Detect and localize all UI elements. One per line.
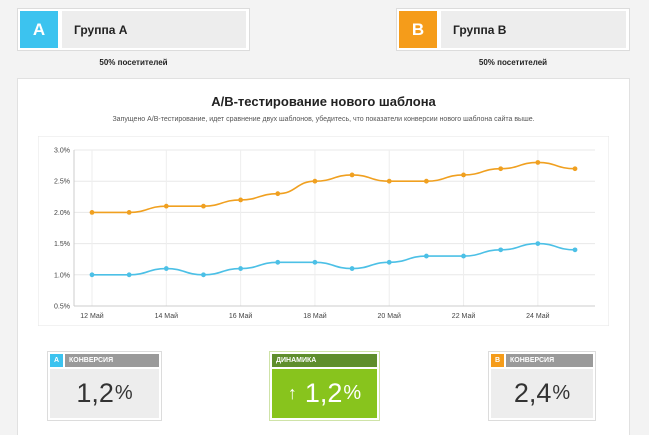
x-tick-label: 12 Май bbox=[80, 312, 104, 320]
y-tick-label: 0.5% bbox=[54, 304, 70, 311]
dynamics-value: 1,2 bbox=[304, 378, 343, 408]
tile-b-letter: B bbox=[491, 354, 504, 367]
x-tick-label: 24 Май bbox=[526, 312, 550, 320]
series-point-1 bbox=[498, 247, 504, 253]
series-point-0 bbox=[572, 166, 578, 172]
group-b-name: Группа B bbox=[441, 11, 626, 48]
group-a-share: 50% посетителей bbox=[99, 58, 168, 67]
tile-a-value-box: 1,2% bbox=[50, 369, 159, 418]
conversion-b-tile: B КОНВЕРСИЯ 2,4% bbox=[488, 351, 596, 421]
y-tick-label: 2.0% bbox=[54, 210, 70, 217]
series-line-1 bbox=[92, 242, 576, 276]
x-tick-label: 20 Май bbox=[378, 312, 402, 320]
series-point-0 bbox=[89, 210, 95, 215]
dynamics-tile: ДИНАМИКА ↑ 1,2% bbox=[269, 351, 380, 421]
x-axis-labels: 12 Май 14 Май 16 Май 18 Май 20 Май 22 Май 24 М… bbox=[80, 312, 549, 320]
tile-b-unit: % bbox=[552, 382, 571, 404]
series-point-1 bbox=[535, 241, 541, 246]
chart-grid bbox=[73, 149, 595, 307]
group-a-badge: A bbox=[20, 11, 58, 48]
y-tick-label: 2.5% bbox=[54, 179, 70, 186]
x-tick-label: 16 Май bbox=[229, 312, 253, 320]
tile-b-label: КОНВЕРСИЯ bbox=[506, 354, 593, 367]
group-b-badge: B bbox=[399, 11, 437, 48]
tile-a-unit: % bbox=[114, 382, 133, 404]
x-tick-label: 14 Май bbox=[155, 312, 179, 320]
dynamics-label: ДИНАМИКА bbox=[272, 354, 377, 367]
series-point-1 bbox=[572, 247, 578, 253]
series-point-1 bbox=[238, 266, 244, 271]
series-point-0 bbox=[498, 166, 504, 172]
series-point-0 bbox=[312, 178, 318, 184]
series-point-1 bbox=[386, 259, 392, 265]
series-point-1 bbox=[163, 266, 169, 271]
series-point-1 bbox=[461, 253, 466, 259]
tile-a-value: 1,2 bbox=[76, 378, 114, 408]
series-point-0 bbox=[349, 172, 355, 178]
conversion-a-tile: A КОНВЕРСИЯ 1,2% bbox=[47, 351, 162, 421]
series-point-0 bbox=[126, 210, 132, 215]
tile-a-label: КОНВЕРСИЯ bbox=[65, 354, 159, 367]
x-tick-label: 22 Май bbox=[452, 312, 476, 320]
series-point-0 bbox=[461, 172, 466, 178]
y-tick-label: 3.0% bbox=[54, 148, 70, 155]
tile-a-letter: A bbox=[50, 354, 63, 367]
group-b-card[interactable]: B Группа B bbox=[396, 8, 630, 51]
y-tick-label: 1.0% bbox=[54, 272, 70, 279]
x-tick-label: 18 Май bbox=[303, 312, 327, 320]
series-line-0 bbox=[92, 161, 576, 214]
y-axis-labels: 0.5% 1.0% 1.5% 2.0% 2.5% 3.0% bbox=[54, 148, 70, 311]
series-point-1 bbox=[349, 266, 355, 271]
series-point-0 bbox=[386, 178, 392, 184]
series-point-0 bbox=[238, 197, 244, 203]
series-point-0 bbox=[423, 178, 429, 184]
y-tick-label: 1.5% bbox=[54, 241, 70, 248]
series-point-0 bbox=[163, 203, 169, 209]
series-point-0 bbox=[535, 160, 541, 165]
group-b-share: 50% посетителей bbox=[478, 58, 548, 67]
series-point-0 bbox=[201, 203, 206, 209]
dynamics-value-box: ↑ 1,2% bbox=[272, 369, 377, 418]
panel-title: А/B-тестирование нового шаблона bbox=[211, 94, 436, 109]
tile-b-value: 2,4 bbox=[513, 378, 552, 408]
series-point-1 bbox=[201, 272, 206, 278]
chart-series bbox=[89, 160, 578, 278]
series-point-1 bbox=[275, 259, 281, 265]
series-point-1 bbox=[89, 272, 95, 278]
tile-b-value-box: 2,4% bbox=[491, 369, 593, 418]
series-point-1 bbox=[312, 259, 318, 265]
series-point-1 bbox=[423, 253, 429, 259]
series-point-1 bbox=[126, 272, 132, 278]
conversion-chart: 0.5% 1.0% 1.5% 2.0% 2.5% 3.0% 12 Май 14 Май 16 … bbox=[38, 136, 609, 326]
group-a-card[interactable]: A Группа А bbox=[17, 8, 250, 51]
dynamics-unit: % bbox=[343, 382, 362, 404]
group-a-name: Группа А bbox=[62, 11, 246, 48]
arrow-up-icon: ↑ bbox=[287, 383, 297, 403]
panel-subtitle: Запущено А/B-тестирование, идет сравнени… bbox=[112, 116, 535, 123]
series-point-0 bbox=[275, 191, 281, 197]
